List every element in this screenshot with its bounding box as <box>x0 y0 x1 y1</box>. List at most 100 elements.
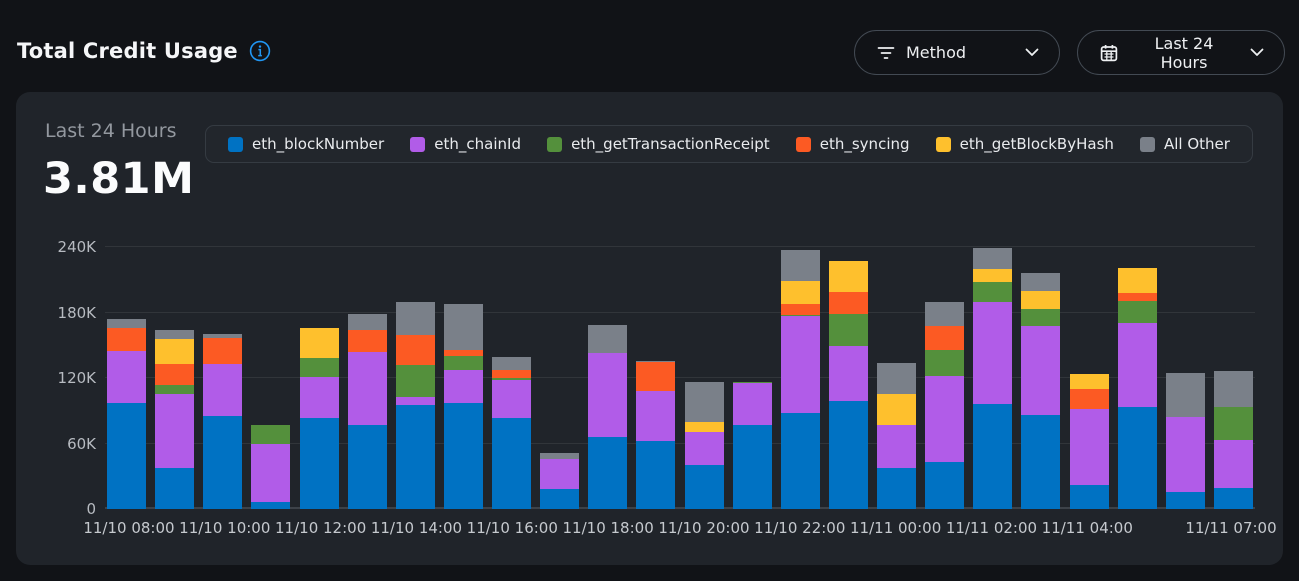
bar[interactable] <box>732 382 772 509</box>
bar-segment-eth_blockNumber <box>395 405 435 509</box>
bar[interactable] <box>395 301 435 509</box>
page-header: Total Credit Usage <box>17 39 271 63</box>
bar[interactable] <box>251 424 291 509</box>
bar-segment-All Other <box>1021 273 1061 291</box>
calendar-icon <box>1100 44 1118 62</box>
bar[interactable] <box>540 453 580 509</box>
bar[interactable] <box>684 382 724 509</box>
bar[interactable] <box>636 360 676 509</box>
bar-segment-eth_chainId <box>588 352 628 437</box>
legend-item[interactable]: eth_getTransactionReceipt <box>547 135 770 153</box>
bar-segment-eth_getBlockByHash <box>780 280 820 304</box>
bar-segment-eth_blockNumber <box>1117 407 1157 509</box>
bar-segment-eth_chainId <box>107 350 146 404</box>
legend-item[interactable]: eth_blockNumber <box>228 135 384 153</box>
bar[interactable] <box>443 303 483 509</box>
bar-segment-eth_blockNumber <box>443 403 483 509</box>
method-filter-dropdown[interactable]: Method <box>854 30 1060 75</box>
bar[interactable] <box>877 362 916 509</box>
y-axis-tick: 180K <box>57 303 96 322</box>
bar[interactable] <box>155 330 195 509</box>
bar[interactable] <box>203 334 243 509</box>
bar-segment-eth_chainId <box>877 424 916 468</box>
bar[interactable] <box>1213 371 1253 509</box>
legend-label: eth_chainId <box>434 135 521 153</box>
x-axis-tick: 11/10 16:00 <box>466 519 558 537</box>
bar-segment-All Other <box>203 334 243 338</box>
bar-segment-All Other <box>395 301 435 336</box>
bar[interactable] <box>1165 372 1205 509</box>
bar-segment-eth_syncing <box>1069 388 1109 409</box>
bar-segment-eth_getTransactionReceipt <box>780 314 820 316</box>
bar-segment-eth_getTransactionReceipt <box>492 378 531 381</box>
bar-segment-eth_getBlockByHash <box>973 268 1013 282</box>
bar-segment-eth_chainId <box>1117 323 1157 408</box>
bar-segment-eth_chainId <box>155 394 195 468</box>
bar-segment-All Other <box>684 382 724 422</box>
bar-segment-eth_getBlockByHash <box>299 327 339 359</box>
bar-segment-eth_blockNumber <box>299 418 339 509</box>
bar-segment-All Other <box>780 250 820 281</box>
bar-segment-eth_getBlockByHash <box>1069 373 1109 389</box>
y-axis-tick: 60K <box>67 434 96 453</box>
time-range-label: Last 24 Hours <box>1154 33 1214 72</box>
x-axis-tick: 11/10 20:00 <box>658 519 750 537</box>
bar-segment-eth_blockNumber <box>1213 488 1253 509</box>
y-axis-tick: 240K <box>57 238 96 256</box>
bar[interactable] <box>492 357 531 509</box>
bar-segment-eth_syncing <box>395 335 435 365</box>
bar-segment-eth_blockNumber <box>1165 491 1205 509</box>
bar-segment-eth_blockNumber <box>684 465 724 509</box>
bar-segment-eth_blockNumber <box>1069 484 1109 509</box>
bar[interactable] <box>347 313 387 509</box>
legend-item[interactable]: eth_chainId <box>410 135 521 153</box>
bar-segment-eth_blockNumber <box>155 467 195 509</box>
legend-item[interactable]: All Other <box>1139 135 1230 153</box>
bar-segment-eth_chainId <box>636 391 676 442</box>
bar-segment-eth_chainId <box>925 375 965 463</box>
bar-segment-eth_syncing <box>636 361 676 392</box>
bar[interactable] <box>1021 273 1061 509</box>
bar-segment-eth_chainId <box>347 351 387 425</box>
bar-segment-eth_syncing <box>1117 292 1157 301</box>
legend-label: eth_getTransactionReceipt <box>571 135 770 153</box>
legend-label: eth_getBlockByHash <box>959 135 1114 153</box>
bar-segment-eth_getTransactionReceipt <box>1117 300 1157 324</box>
bar[interactable] <box>828 261 868 509</box>
bar-segment-eth_chainId <box>540 458 580 490</box>
bar[interactable] <box>1117 267 1157 509</box>
bar[interactable] <box>588 324 628 509</box>
legend-item[interactable]: eth_getBlockByHash <box>935 135 1114 153</box>
bar-segment-eth_chainId <box>251 443 291 503</box>
bar[interactable] <box>780 250 820 509</box>
bar-segment-All Other <box>443 303 483 350</box>
legend-item[interactable]: eth_syncing <box>795 135 910 153</box>
time-range-dropdown[interactable]: Last 24 Hours <box>1077 30 1285 75</box>
bar-segment-eth_blockNumber <box>636 441 676 509</box>
bar-segment-eth_chainId <box>1165 417 1205 492</box>
gridline <box>105 442 1255 444</box>
x-axis: 11/10 08:00 11/10 10:00 11/10 12:00 11/10 1… <box>83 519 1276 541</box>
chevron-down-icon <box>1025 48 1039 57</box>
bar-segment-eth_blockNumber <box>540 489 580 509</box>
bar[interactable] <box>299 327 339 509</box>
bar-segment-All Other <box>155 330 195 339</box>
bar-segment-eth_syncing <box>155 363 195 385</box>
bar-segment-eth_chainId <box>732 383 772 425</box>
range-label: Last 24 Hours <box>45 120 177 142</box>
bar-segment-eth_getBlockByHash <box>877 394 916 425</box>
bar-segment-eth_blockNumber <box>973 404 1013 509</box>
bar[interactable] <box>925 301 965 509</box>
bar[interactable] <box>1069 373 1109 509</box>
bar[interactable] <box>107 319 146 509</box>
bar[interactable] <box>973 248 1013 509</box>
x-axis-tick: 11/11 00:00 <box>850 519 942 537</box>
bar-segment-eth_blockNumber <box>588 436 628 509</box>
bar-segment-eth_getBlockByHash <box>828 261 868 292</box>
bar-segment-eth_blockNumber <box>203 416 243 509</box>
info-icon[interactable] <box>249 40 271 62</box>
bar-segment-eth_blockNumber <box>107 403 146 509</box>
bar-segment-eth_chainId <box>443 370 483 404</box>
bar-segment-eth_syncing <box>925 325 965 350</box>
credit-usage-card: Last 24 Hours 3.81M eth_blockNumber eth_c… <box>16 92 1283 565</box>
